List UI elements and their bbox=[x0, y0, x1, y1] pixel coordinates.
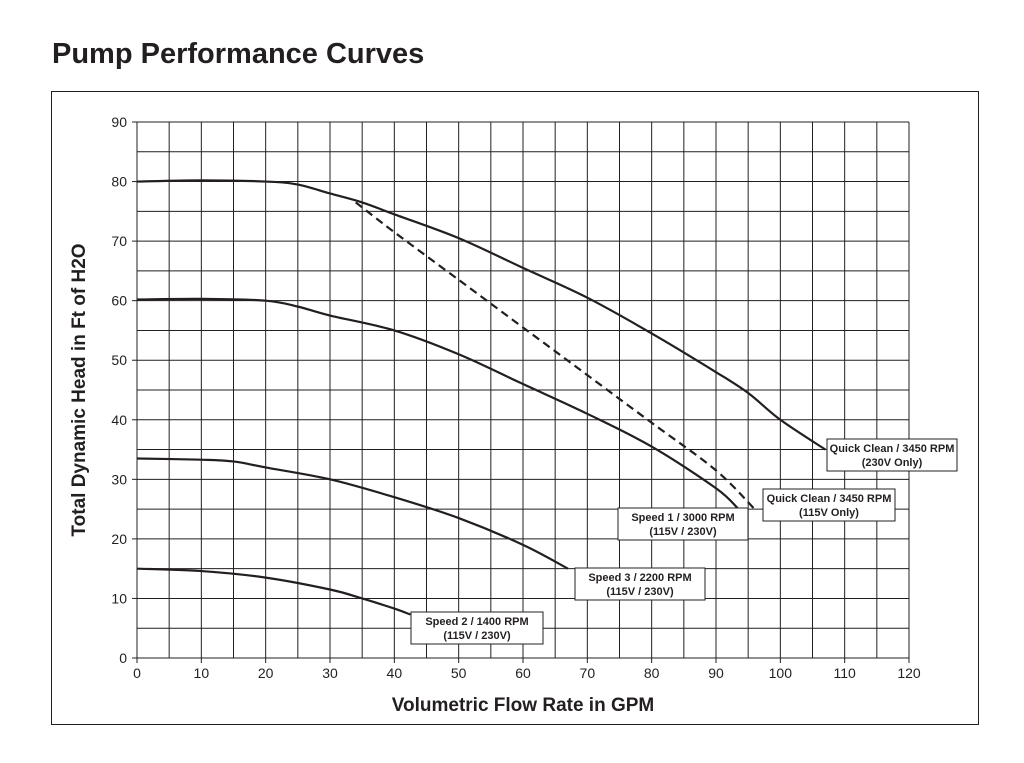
series-line bbox=[136, 457, 569, 570]
series-label: Speed 1 / 3000 RPM bbox=[631, 512, 734, 524]
series-label-box bbox=[826, 438, 958, 472]
series-label: Quick Clean / 3450 RPM bbox=[830, 443, 955, 455]
series-label-box bbox=[762, 488, 896, 522]
x-tick-label: 90 bbox=[708, 665, 724, 681]
series-label: Quick Clean / 3450 RPM bbox=[767, 493, 892, 505]
chart-title: Pump Performance Curves bbox=[52, 38, 425, 70]
x-tick-label: 30 bbox=[322, 665, 338, 681]
series-label-box bbox=[617, 507, 749, 541]
series-label-note: (115V Only) bbox=[799, 507, 859, 519]
y-tick-label: 40 bbox=[111, 412, 127, 428]
x-tick-label: 40 bbox=[387, 665, 403, 681]
series-line bbox=[355, 201, 756, 510]
series-label-note: (230V Only) bbox=[862, 457, 923, 469]
series-line bbox=[136, 567, 411, 616]
x-tick-label: 50 bbox=[451, 665, 467, 681]
x-tick-label: 0 bbox=[133, 665, 141, 681]
series-label-note: (115V / 230V) bbox=[443, 630, 511, 642]
series-label-box bbox=[410, 611, 544, 645]
x-tick-label: 60 bbox=[515, 665, 531, 681]
x-tick-label: 70 bbox=[580, 665, 596, 681]
y-axis-label: Total Dynamic Head in Ft of H2O bbox=[69, 243, 90, 536]
series-label: Speed 2 / 1400 RPM bbox=[425, 616, 528, 628]
y-tick-label: 60 bbox=[111, 293, 127, 309]
series-label-note: (115V / 230V) bbox=[649, 526, 717, 538]
y-tick-label: 50 bbox=[111, 352, 127, 368]
y-tick-label: 20 bbox=[111, 531, 127, 547]
series-label: Speed 3 / 2200 RPM bbox=[588, 572, 691, 584]
x-tick-label: 20 bbox=[258, 665, 274, 681]
series-label-box bbox=[574, 567, 706, 601]
chart-frame bbox=[51, 91, 979, 725]
y-tick-label: 30 bbox=[111, 471, 127, 487]
x-tick-label: 100 bbox=[769, 665, 793, 681]
y-tick-label: 90 bbox=[111, 114, 127, 130]
y-tick-label: 70 bbox=[111, 233, 127, 249]
y-tick-label: 80 bbox=[111, 174, 127, 190]
series-line bbox=[136, 179, 826, 451]
y-tick-label: 10 bbox=[111, 590, 127, 606]
x-tick-label: 120 bbox=[897, 665, 921, 681]
x-tick-label: 10 bbox=[194, 665, 210, 681]
x-axis-label: Volumetric Flow Rate in GPM bbox=[392, 695, 655, 716]
x-tick-label: 80 bbox=[644, 665, 660, 681]
series-label-note: (115V / 230V) bbox=[606, 586, 674, 598]
series-line bbox=[136, 297, 740, 510]
y-tick-label: 0 bbox=[119, 650, 127, 666]
x-tick-label: 110 bbox=[834, 665, 857, 681]
